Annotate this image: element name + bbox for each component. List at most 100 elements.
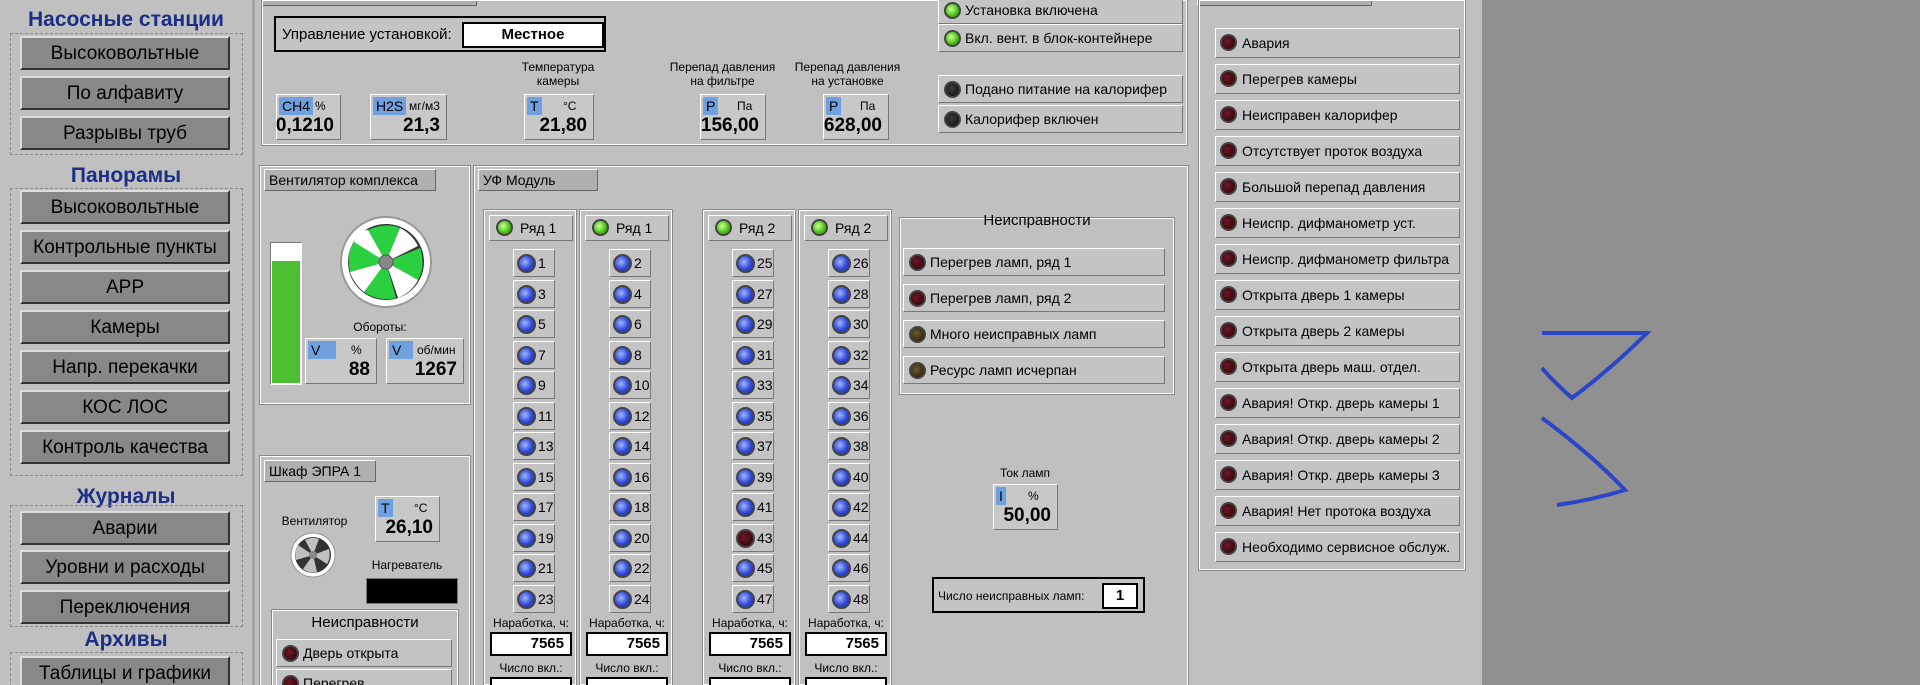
uv-lamp[interactable]: 14	[609, 432, 651, 460]
uv-lamp[interactable]: 44	[828, 523, 870, 552]
nav-button-control-points[interactable]: Контрольные пункты	[20, 230, 230, 264]
lamp-indicator-icon	[517, 528, 536, 548]
uv-lamp[interactable]: 38	[828, 432, 870, 460]
uv-module-tab[interactable]: УФ Модуль	[478, 169, 598, 191]
uv-lamp[interactable]: 4	[609, 279, 651, 308]
uv-lamp[interactable]: 42	[828, 493, 870, 521]
alarm-indicator-icon	[282, 675, 299, 685]
uv-lamp[interactable]: 2	[609, 249, 651, 277]
epra-fault-overheat: Перегрев	[276, 669, 452, 685]
fan-complex-tab[interactable]: Вентилятор комплекса	[264, 169, 436, 191]
uv-lamp[interactable]: 6	[609, 310, 651, 338]
uv-lamp[interactable]: 20	[609, 523, 651, 552]
green-indicator-icon	[592, 219, 609, 236]
uv-lamp-number: 10	[634, 377, 650, 393]
uv-lamp[interactable]: 36	[828, 401, 870, 430]
uv-lamp-number: 15	[538, 468, 554, 485]
nav-button-levels-flows[interactable]: Уровни и расходы	[20, 550, 230, 584]
uv-lamp[interactable]: 26	[828, 249, 870, 277]
uv-lamp[interactable]: 27	[732, 279, 774, 308]
nav-button-tables-charts[interactable]: Таблицы и графики	[20, 656, 230, 685]
nav-button-quality-control[interactable]: Контроль качества	[20, 430, 230, 464]
lamp-indicator-icon	[613, 254, 632, 273]
uv-lamp-number: 24	[634, 590, 650, 607]
uv-lamp[interactable]: 8	[609, 340, 651, 369]
uv-lamp[interactable]: 23	[513, 584, 555, 613]
control-mode-label: Управление установкой:	[282, 26, 452, 43]
fan-percent-tag: V	[308, 341, 336, 359]
uv-lamp[interactable]: 21	[513, 554, 555, 582]
uv-lamp[interactable]: 39	[732, 462, 774, 491]
install-dp-tag: P	[826, 97, 842, 115]
lamp-indicator-icon	[736, 589, 755, 609]
uv-column-row2-odd: Ряд 2 25 27 29 31 33 35 37 39 41 43 45 47 Наработка, …	[702, 209, 796, 685]
uv-lamp[interactable]: 10	[609, 371, 651, 399]
uv-lamp[interactable]: 7	[513, 340, 555, 369]
uv-lamp[interactable]: 33	[732, 371, 774, 399]
uv-lamp[interactable]: 19	[513, 523, 555, 552]
alarm-indicator-icon	[1220, 106, 1237, 123]
uv-lamp[interactable]: 46	[828, 554, 870, 582]
lamp-indicator-icon	[832, 589, 851, 609]
uv-lamp[interactable]: 29	[732, 310, 774, 338]
uv-lamp[interactable]: 25	[732, 249, 774, 277]
uv-lamp[interactable]: 37	[732, 432, 774, 460]
uv-lamp[interactable]: 43	[732, 523, 774, 552]
uv-lamp[interactable]: 17	[513, 493, 555, 521]
alarm-label: Необходимо сервисное обслуж.	[1242, 539, 1451, 555]
uv-lamp[interactable]: 31	[732, 340, 774, 369]
uv-lamp-number: 25	[757, 255, 773, 271]
nav-button-kos-los[interactable]: КОС ЛОС	[20, 390, 230, 424]
alarm-item: Авария	[1215, 28, 1460, 58]
uv-lamp-number: 18	[634, 499, 650, 515]
uv-lamp-number: 26	[853, 255, 869, 271]
uv-lamp[interactable]: 40	[828, 462, 870, 491]
ch4-value: 0,1210	[275, 115, 334, 136]
uv-lamp[interactable]: 5	[513, 310, 555, 338]
nav-button-high-voltage[interactable]: Высоковольтные	[20, 36, 230, 70]
nav-button-cameras[interactable]: Камеры	[20, 310, 230, 344]
uv-lamp[interactable]: 18	[609, 493, 651, 521]
uv-lamp[interactable]: 11	[513, 401, 555, 430]
control-mode-value[interactable]: Местное	[462, 22, 604, 48]
uv-faults-title: Неисправности	[983, 212, 1091, 229]
uv-lamp[interactable]: 16	[609, 462, 651, 491]
uv-lamp[interactable]: 13	[513, 432, 555, 460]
green-indicator-icon	[496, 219, 513, 236]
uv-lamp-number: 6	[634, 316, 642, 332]
epra-temp-meter: T °C 26,10	[375, 496, 440, 542]
nav-button-pipe-breaks[interactable]: Разрывы труб	[20, 116, 230, 150]
uv-lamp[interactable]: 41	[732, 493, 774, 521]
nav-button-panorama-high-voltage[interactable]: Высоковольтные	[20, 190, 230, 224]
uv-lamp[interactable]: 35	[732, 401, 774, 430]
uv-lamp[interactable]: 48	[828, 584, 870, 613]
uv-lamp[interactable]: 1	[513, 249, 555, 277]
uv-lamp[interactable]: 30	[828, 310, 870, 338]
uv-switch-count-value	[709, 677, 791, 685]
nav-button-arr[interactable]: АРР	[20, 270, 230, 304]
uv-lamp[interactable]: 9	[513, 371, 555, 399]
fan-percent-value: 88	[348, 359, 370, 380]
alarm-indicator-icon	[1220, 214, 1237, 231]
uv-lamp[interactable]: 15	[513, 462, 555, 491]
uv-lamp[interactable]: 47	[732, 584, 774, 613]
uv-lamp[interactable]: 24	[609, 584, 651, 613]
uv-runtime-label: Наработка, ч:	[493, 616, 569, 630]
nav-button-alarms-journal[interactable]: Аварии	[20, 511, 230, 545]
uv-lamp[interactable]: 45	[732, 554, 774, 582]
nav-button-pumping-directions[interactable]: Напр. перекачки	[20, 350, 230, 384]
uv-lamp[interactable]: 12	[609, 401, 651, 430]
green-indicator-icon	[944, 2, 961, 19]
alarm-indicator-icon	[282, 645, 299, 662]
lamp-indicator-icon	[613, 559, 632, 578]
uv-lamp[interactable]: 3	[513, 279, 555, 308]
uv-switch-count-label: Число вкл.:	[499, 661, 563, 675]
nav-button-switching[interactable]: Переключения	[20, 590, 230, 624]
uv-lamp[interactable]: 32	[828, 340, 870, 369]
uv-lamp-number: 48	[853, 590, 869, 607]
uv-lamp[interactable]: 28	[828, 279, 870, 308]
uv-lamp[interactable]: 22	[609, 554, 651, 582]
nav-button-alphabetical[interactable]: По алфавиту	[20, 76, 230, 110]
uv-lamp[interactable]: 34	[828, 371, 870, 399]
epra-tab[interactable]: Шкаф ЭПРА 1	[264, 460, 376, 482]
